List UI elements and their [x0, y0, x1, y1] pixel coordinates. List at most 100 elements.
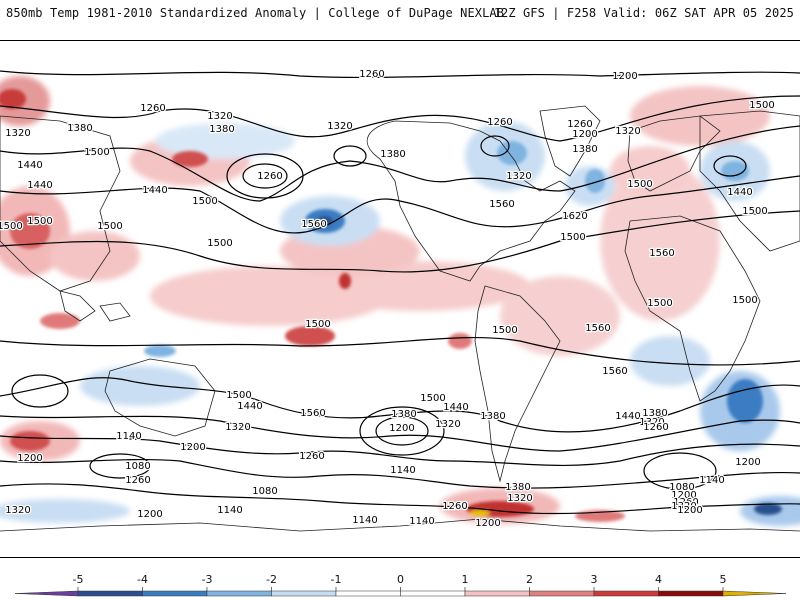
contour-label: 1380	[480, 411, 505, 422]
contour-label: 1320	[671, 501, 696, 512]
colorbar-tick-label: 3	[591, 573, 598, 586]
contour-label: 1320	[506, 171, 531, 182]
contour-label: 1200	[389, 423, 414, 434]
contour-label: 1200	[677, 505, 702, 516]
europe-outline	[627, 115, 721, 192]
contour-label: 1500	[560, 232, 585, 243]
model-valid-time: 12Z GFS | F258 Valid: 06Z SAT APR 05 202…	[493, 6, 794, 20]
asia-outline	[0, 110, 800, 292]
map-panel: 1260 1200 1500 1260 1320 1380 1320 1380 1320 1260…	[0, 40, 800, 558]
contour-label: 1500	[27, 216, 52, 227]
height-contours	[0, 70, 800, 515]
contour-label: 1440	[27, 180, 52, 191]
contour-label: 1380	[642, 408, 667, 419]
contour-label: 1500	[192, 196, 217, 207]
contour-label: 1500	[742, 206, 767, 217]
colorbar-swatch	[529, 590, 595, 597]
contour-label: 1500	[226, 390, 251, 401]
contour-label: 1500	[305, 319, 330, 330]
contour-label: 1500	[84, 147, 109, 158]
colorbar-swatch	[464, 590, 530, 597]
contour-label: 1260	[359, 69, 384, 80]
contour-label: 1260	[125, 475, 150, 486]
contour-label: 1260	[643, 422, 668, 433]
colorbar-swatch	[593, 590, 659, 597]
colorbar-swatch	[658, 590, 724, 597]
contour-label: 1320	[435, 419, 460, 430]
contour-label: 1200	[612, 71, 637, 82]
greenland-outline	[539, 105, 601, 177]
contour-label: 1500	[627, 179, 652, 190]
colorbar-tick-label: -1	[331, 573, 342, 586]
contour-label: 1620	[562, 211, 587, 222]
colorbar-tick-label: 1	[462, 573, 469, 586]
contour-label: 1500	[420, 393, 445, 404]
contour-label: 1500	[492, 325, 517, 336]
colorbar-swatch	[335, 590, 401, 597]
contour-label: 1200	[137, 509, 162, 520]
north-america-outline	[366, 120, 576, 282]
contour-label: 1380	[505, 482, 530, 493]
colorbar-tick-label: 4	[655, 573, 662, 586]
contour-label: 1260	[567, 119, 592, 130]
contour-label: 1140	[409, 516, 434, 527]
colorbar-swatch	[77, 590, 143, 597]
anomaly-shading	[0, 76, 800, 526]
contour-label: 1500	[207, 238, 232, 249]
contour-label: 1440	[727, 187, 752, 198]
contour-label: 1380	[572, 144, 597, 155]
contour-label: 1320	[225, 422, 250, 433]
contour-label: 1200	[180, 442, 205, 453]
colorbar-tick-label: -2	[266, 573, 277, 586]
contour-label: 1500	[0, 221, 23, 232]
contour-label: 1560	[602, 366, 627, 377]
colorbar-tick-label: 2	[526, 573, 533, 586]
colorbar-swatch	[206, 590, 272, 597]
contour-label: 1140	[390, 465, 415, 476]
contour-label: 1080	[125, 461, 150, 472]
colorbar-tick-label: 5	[720, 573, 727, 586]
colorbar-arrow-high	[722, 590, 787, 597]
contour-label: 1260	[487, 117, 512, 128]
africa-outline	[624, 215, 761, 402]
contour-label: 1380	[380, 149, 405, 160]
contour-label: 1440	[17, 160, 42, 171]
contour-label: 1140	[699, 475, 724, 486]
contour-label: 1140	[352, 515, 377, 526]
contour-label: 1380	[67, 123, 92, 134]
map-title: 850mb Temp 1981-2010 Standardized Anomal…	[6, 6, 505, 20]
contour-label: 1200	[17, 453, 42, 464]
contour-label: 1260	[257, 171, 282, 182]
contour-label: 1560	[300, 408, 325, 419]
anomaly-colorbar: -5 -4 -3 -2 -1 0 1 2 3 4 5	[14, 573, 787, 597]
contour-label: 1260	[673, 497, 698, 508]
anomaly-shading-strong	[0, 89, 782, 522]
contour-label: 1320	[5, 128, 30, 139]
contour-label: 1560	[585, 323, 610, 334]
contour-label: 1260	[442, 501, 467, 512]
contour-label: 1500	[749, 100, 774, 111]
coastlines	[0, 105, 800, 532]
south-america-outline	[474, 285, 561, 483]
contour-label: 1080	[669, 482, 694, 493]
contour-label: 1560	[301, 219, 326, 230]
colorbar-tick-label: 0	[397, 573, 404, 586]
contour-label: 1320	[639, 417, 664, 428]
contour-label: 1320	[507, 493, 532, 504]
australia-outline	[104, 358, 216, 437]
contour-label: 1140	[217, 505, 242, 516]
contour-label: 1260	[140, 103, 165, 114]
contour-label: 1200	[671, 490, 696, 501]
contour-label: 1440	[443, 402, 468, 413]
contour-label: 1200	[475, 518, 500, 529]
contour-label: 1260	[299, 451, 324, 462]
contour-label: 1380	[391, 409, 416, 420]
contour-label: 1320	[207, 111, 232, 122]
contour-label: 1380	[209, 124, 234, 135]
contour-label: 1440	[142, 185, 167, 196]
contour-label: 1440	[237, 401, 262, 412]
contour-label: 1200	[735, 457, 760, 468]
antarctica-outline	[0, 518, 800, 532]
colorbar-swatch	[142, 590, 208, 597]
